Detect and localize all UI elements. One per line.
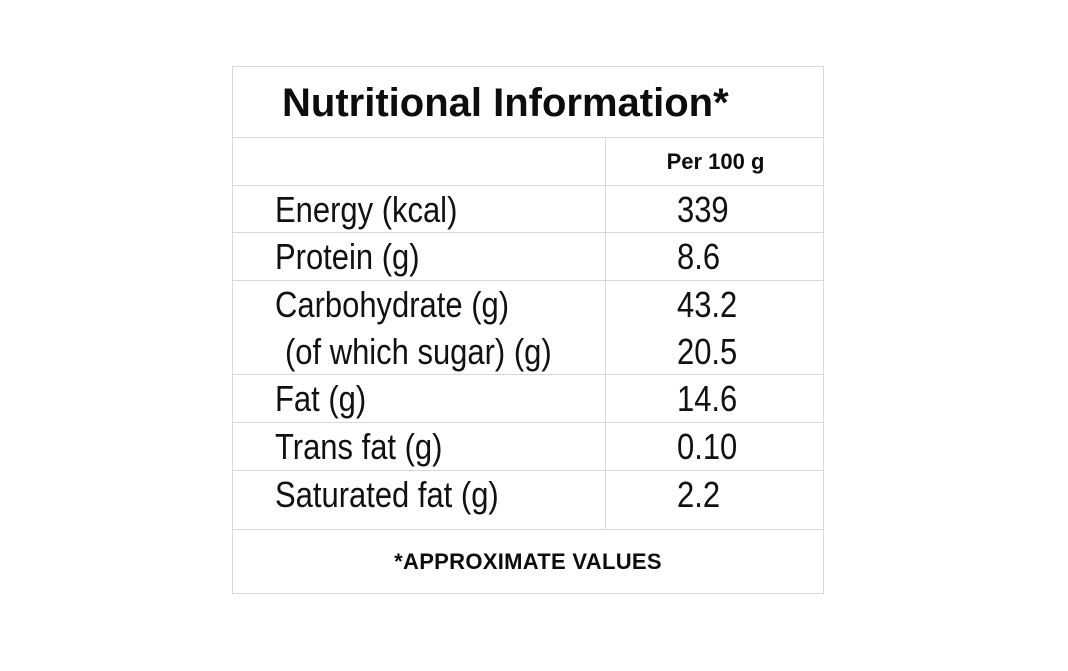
nutrient-value: 43.2 [677, 284, 738, 325]
row-divider [233, 374, 823, 375]
nutrient-label: Energy (kcal) [275, 189, 458, 230]
nutrient-value: 0.10 [677, 426, 738, 467]
nutrition-table: Nutritional Information* Per 100 g Energ… [232, 66, 824, 594]
row-divider [233, 280, 823, 281]
row-divider [233, 422, 823, 423]
table-title: Nutritional Information* [282, 81, 729, 125]
row-divider [233, 529, 823, 530]
row-divider [233, 185, 823, 186]
nutrient-label: Fat (g) [275, 378, 367, 419]
nutrient-label: Saturated fat (g) [275, 474, 499, 515]
row-divider [233, 232, 823, 233]
footnote: *APPROXIMATE VALUES [394, 549, 662, 574]
nutrient-label: Protein (g) [275, 236, 420, 277]
nutrient-value: 2.2 [677, 474, 721, 515]
row-divider [233, 470, 823, 471]
nutrient-value: 339 [677, 189, 729, 230]
nutrient-label: Trans fat (g) [275, 426, 443, 467]
nutrient-label: Carbohydrate (g) [275, 284, 510, 325]
nutrient-value: 8.6 [677, 236, 721, 277]
nutrient-label: (of which sugar) (g) [285, 331, 552, 372]
column-header-per-100g: Per 100 g [666, 149, 765, 174]
column-divider [605, 138, 606, 529]
title-row: Nutritional Information* [233, 67, 823, 138]
nutrient-value: 20.5 [677, 331, 738, 372]
nutrient-value: 14.6 [677, 378, 738, 419]
